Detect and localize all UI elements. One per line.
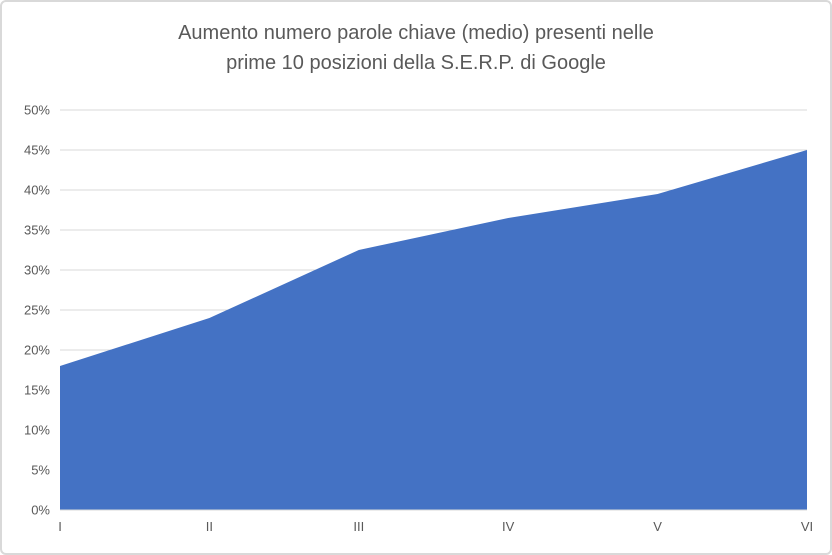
y-tick-label: 10% <box>23 422 50 438</box>
x-tick-label: VI <box>800 519 814 534</box>
y-tick-label: 5% <box>31 462 50 478</box>
y-tick-label: 45% <box>23 142 50 158</box>
chart-title-line-2: prime 10 posizioni della S.E.R.P. di Goo… <box>226 52 606 74</box>
chart-title: Aumento numero parole chiave (medio) pre… <box>2 18 830 78</box>
y-tick-label: 35% <box>23 222 50 238</box>
y-tick-label: 40% <box>23 182 50 198</box>
y-tick-label: 30% <box>23 262 50 278</box>
area-series <box>60 150 807 510</box>
chart-title-line-1: Aumento numero parole chiave (medio) pre… <box>178 22 654 44</box>
x-tick-label: V <box>653 519 662 534</box>
x-tick-label: I <box>58 519 62 534</box>
y-tick-label: 15% <box>23 382 50 398</box>
y-tick-label: 20% <box>23 342 50 358</box>
y-tick-label: 50% <box>23 102 50 118</box>
x-tick-label: III <box>353 519 365 534</box>
y-tick-label: 25% <box>23 302 50 318</box>
y-tick-label: 0% <box>31 502 50 518</box>
x-tick-label: II <box>205 519 214 534</box>
x-tick-label: IV <box>502 519 515 534</box>
